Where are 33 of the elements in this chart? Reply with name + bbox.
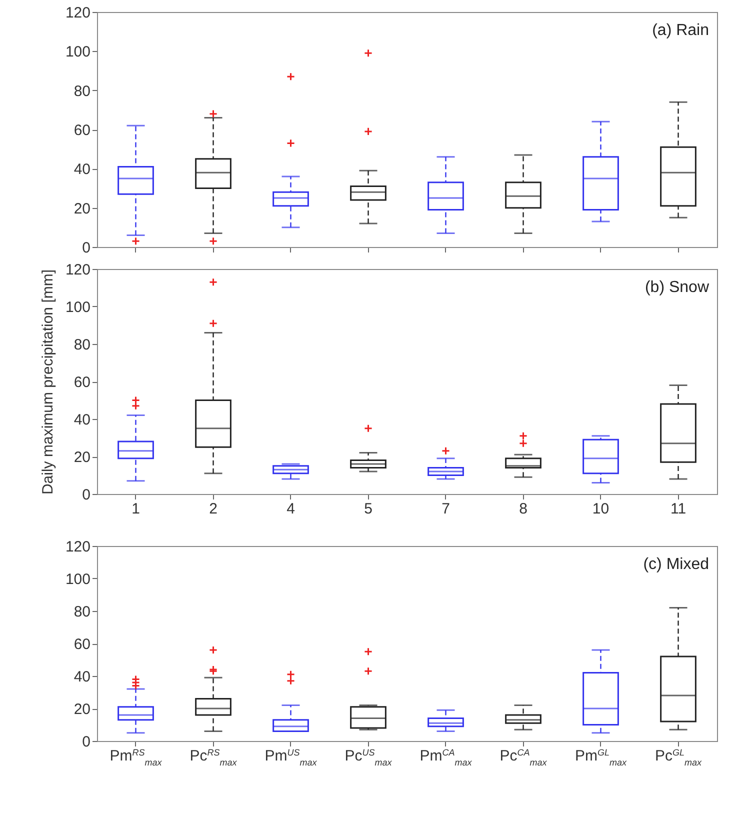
x-tick-label: 1 — [132, 500, 140, 518]
x-tick-label: 8 — [519, 500, 528, 518]
y-axis-title: Daily maximum precipitation [mm] — [39, 269, 56, 495]
y-tick-label: 0 — [82, 240, 90, 256]
x-tick-label: 4 — [286, 500, 295, 518]
y-tick-label: 120 — [65, 262, 90, 278]
annotation: (a) Rain — [652, 22, 709, 39]
y-tick-label: 40 — [74, 412, 90, 428]
y-tick-label: 40 — [74, 668, 90, 686]
y-tick-label: 80 — [74, 336, 90, 354]
y-tick-label: 0 — [82, 486, 90, 504]
x-tick-label: 11 — [670, 500, 686, 518]
y-tick-label: 20 — [74, 449, 90, 466]
y-tick-label: 100 — [65, 571, 90, 588]
annotation: (b) Snow — [644, 279, 710, 296]
y-tick-label: 120 — [65, 538, 90, 556]
y-tick-label: 120 — [65, 4, 90, 22]
annotation: (c) Mixed — [643, 556, 709, 573]
y-tick-label: 60 — [74, 374, 90, 391]
x-tick-label: 5 — [364, 500, 372, 518]
y-tick-label: 100 — [65, 299, 90, 316]
x-tick-label: 7 — [442, 500, 450, 518]
y-tick-label: 40 — [74, 161, 90, 178]
y-tick-label: 20 — [74, 200, 90, 218]
x-tick-label: 10 — [592, 500, 610, 518]
y-tick-label: 20 — [74, 701, 90, 718]
y-tick-label: 100 — [65, 44, 90, 61]
y-tick-label: 60 — [74, 636, 90, 653]
x-tick-label: 2 — [209, 500, 218, 518]
y-tick-label: 80 — [74, 604, 90, 620]
y-tick-label: 60 — [74, 122, 90, 139]
y-tick-label: 0 — [82, 734, 90, 750]
y-tick-label: 80 — [74, 82, 90, 100]
